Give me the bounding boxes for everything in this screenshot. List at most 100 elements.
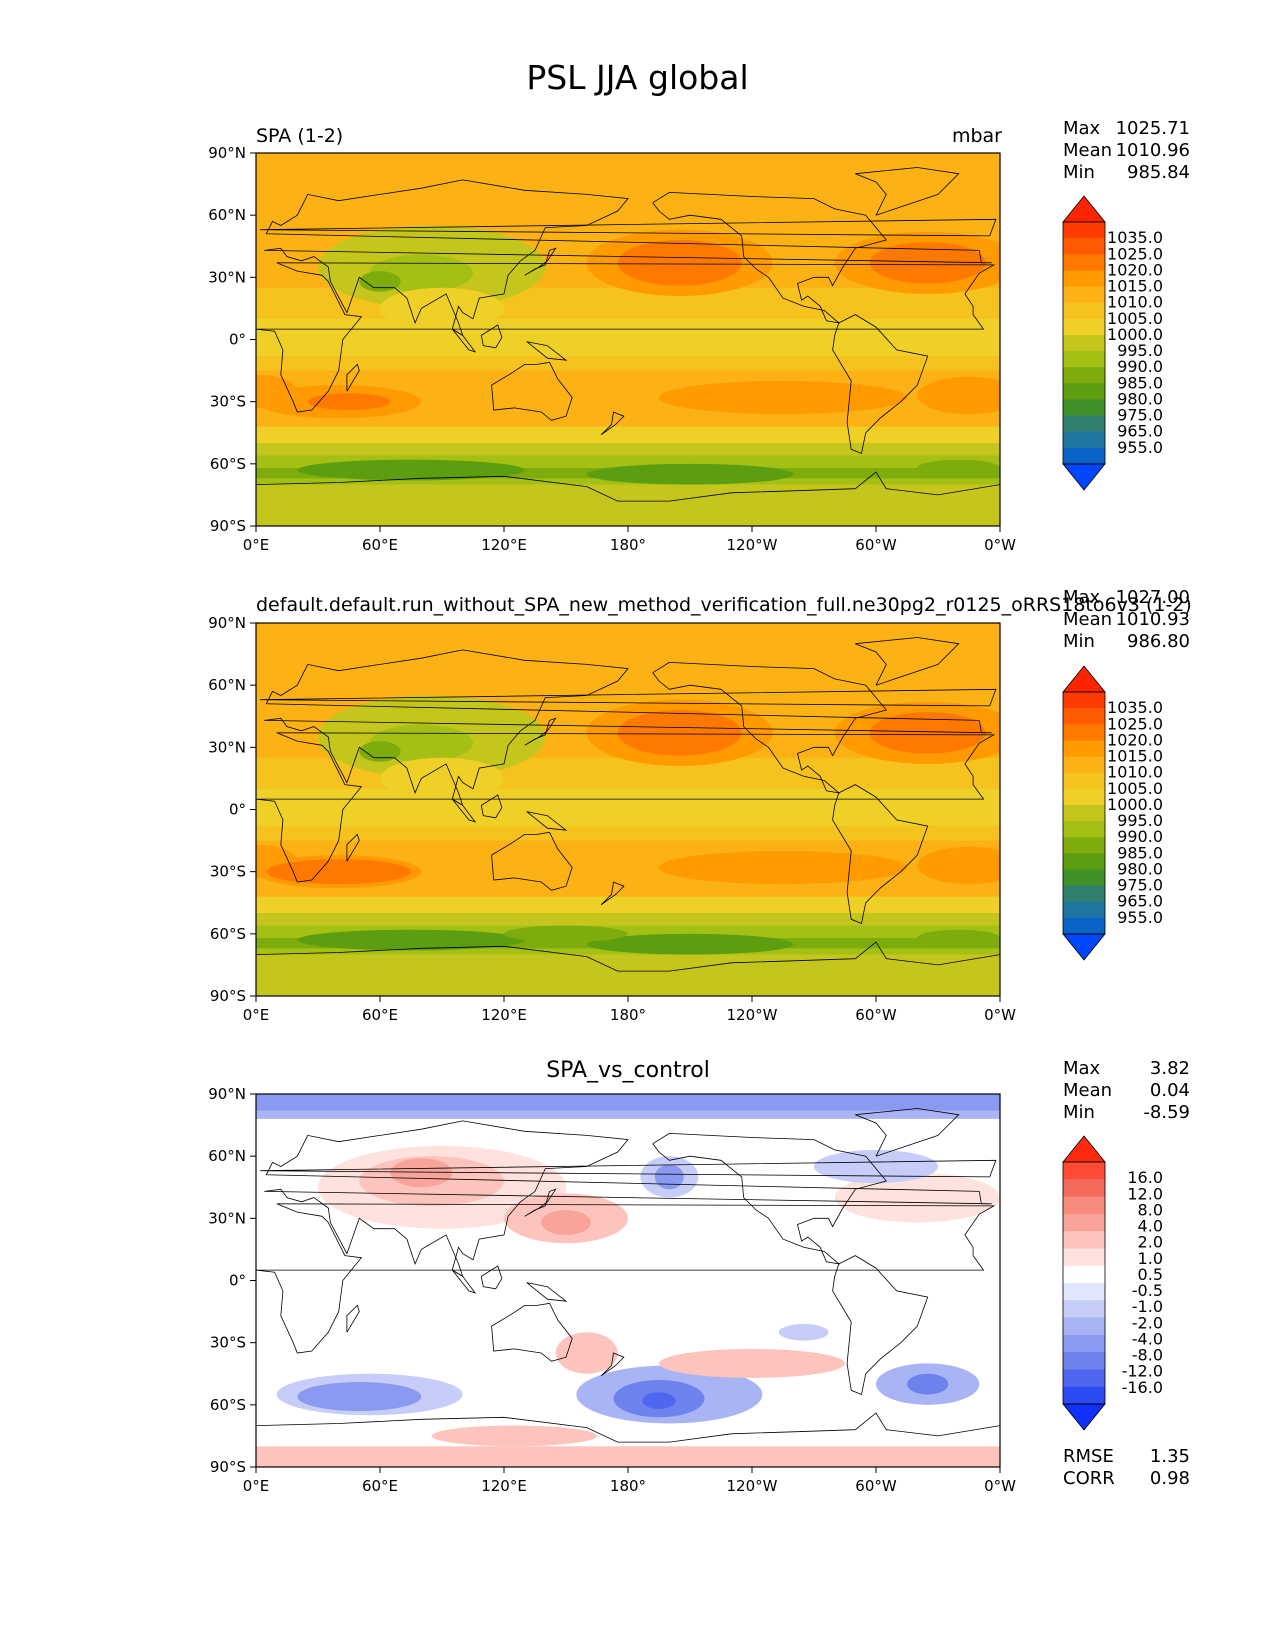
x-tick-label: 60°E (362, 536, 398, 554)
y-tick-label: 30°N (208, 1209, 246, 1227)
y-tick-label: 0° (229, 801, 246, 819)
diff-tasman-pos (555, 1332, 618, 1374)
panel3-map: 0°E 60°E 120°E 180° 120°W 60°W 0°W 90°N 60°N 30°N… (208, 1085, 1016, 1495)
coastline-8 (451, 798, 477, 823)
field-so-low-4 (504, 925, 628, 943)
colorbar-tick-label: 4.0 (1138, 1217, 1163, 1236)
colorbar-segment (1063, 1317, 1105, 1336)
colorbar-tick-label: 990.0 (1117, 827, 1163, 846)
x-tick-label: 0°W (984, 1006, 1016, 1024)
coastline-9 (526, 341, 568, 361)
colorbar-tick-label: 12.0 (1127, 1184, 1163, 1203)
coastline-4 (491, 361, 573, 421)
panel3-mean-value: 0.04 (1149, 1080, 1190, 1101)
diff-npac-neg-core (654, 1164, 684, 1190)
colorbar-segment (1063, 222, 1105, 239)
field-arctic (256, 623, 1000, 682)
colorbar-segment (1063, 318, 1105, 336)
y-tick-label: 60°N (208, 676, 246, 694)
colorbar-frame (1062, 221, 1106, 465)
y-tick-label: 60°N (208, 206, 246, 224)
x-tick-label: 0°W (984, 536, 1016, 554)
panel2-mean-value: 1010.93 (1115, 609, 1190, 630)
diff-sepac-neg (778, 1324, 829, 1341)
diff-arctic-core (256, 1094, 1000, 1111)
coastline-1 (264, 649, 992, 807)
field-so-low-3 (917, 929, 1000, 947)
x-tick-label: 120°W (727, 536, 778, 554)
field-antarctica (256, 954, 1000, 996)
diff-so-neg-3-core (907, 1373, 949, 1395)
colorbar-tick-label: 1010.0 (1107, 293, 1163, 312)
field-satl-high (917, 376, 1000, 415)
coastline-11 (600, 881, 625, 906)
coastline-7 (480, 794, 503, 819)
colorbar-tick-label: 1000.0 (1107, 325, 1163, 344)
colorbar-tick-label: 1015.0 (1107, 747, 1163, 766)
colorbar-tick-label: 985.0 (1117, 843, 1163, 862)
colorbar-tick-label: 16.0 (1127, 1168, 1163, 1187)
coastline-7 (480, 324, 503, 349)
colorbar-tick-label: 8.0 (1138, 1200, 1163, 1219)
panel1-map: 0°E 60°E 120°E 180° 120°W 60°W 0°W 90°N 60°N 30°N… (208, 144, 1016, 554)
colorbar-segment (1063, 1265, 1105, 1284)
colorbar-tick-label: 1015.0 (1107, 277, 1163, 296)
colorbar-segment (1063, 821, 1105, 838)
coastline-11 (600, 1352, 625, 1377)
coastline-3 (832, 1255, 929, 1396)
diff-so-neg-1-core (297, 1382, 422, 1412)
coastline-12 (260, 688, 997, 707)
colorbar-segment (1063, 724, 1105, 741)
field-satl-high (917, 846, 1000, 885)
y-tick-label: 90°N (208, 1085, 246, 1103)
diff-so-neg-2-inner (642, 1392, 676, 1409)
colorbar-segment (1063, 901, 1105, 919)
x-tick-label: 60°W (855, 1006, 897, 1024)
y-tick-label: 30°N (208, 268, 246, 286)
panel1-units: mbar (951, 125, 1002, 147)
panel2-min-value: 986.80 (1127, 631, 1190, 652)
diff-natl-neg (814, 1149, 938, 1184)
panel2-max-label: Max (1063, 587, 1101, 608)
colorbar-tick-label: 965.0 (1117, 422, 1163, 441)
panel3-corr-label: CORR (1063, 1468, 1115, 1489)
colorbar-tick-label: 1010.0 (1107, 763, 1163, 782)
coastline-11 (600, 411, 625, 436)
coastline-7 (480, 1265, 503, 1290)
field-antarctica (256, 484, 1000, 526)
panel1-mean-label: Mean (1063, 140, 1113, 161)
coastline-13 (346, 1304, 360, 1333)
colorbar-tick-label: 995.0 (1117, 341, 1163, 360)
panel3-rmse-label: RMSE (1063, 1446, 1114, 1467)
colorbar-extend-bottom (1062, 463, 1106, 491)
colorbar-segment (1063, 788, 1105, 806)
colorbar-tick-label: -1.0 (1132, 1297, 1163, 1316)
x-tick-label: 180° (610, 1477, 646, 1495)
colorbar-tick-label: 975.0 (1117, 876, 1163, 895)
colorbar-tick-label: 980.0 (1117, 859, 1163, 878)
x-tick-label: 180° (610, 536, 646, 554)
panel3-rmse-value: 1.35 (1149, 1446, 1190, 1467)
coastline-12 (260, 1159, 997, 1178)
colorbar-segment (1063, 447, 1105, 465)
colorbar-segment (1063, 853, 1105, 870)
colorbar-extend-top (1062, 665, 1106, 693)
coastline-4 (491, 831, 573, 891)
coastline-3 (832, 784, 929, 925)
colorbar-tick-label: -8.0 (1132, 1346, 1163, 1365)
coastline-10 (524, 717, 557, 746)
colorbar-segment (1063, 708, 1105, 725)
y-tick-label: 60°N (208, 1147, 246, 1165)
diff-antarctic (256, 1446, 1000, 1467)
x-tick-label: 0°E (243, 536, 270, 554)
colorbar-extend-bottom (1062, 1403, 1106, 1431)
coastline-1 (264, 1120, 992, 1278)
colorbar-segment (1063, 772, 1105, 790)
panel3-max-label: Max (1063, 1058, 1101, 1079)
colorbar-segment (1063, 367, 1105, 384)
colorbar-segment (1063, 885, 1105, 903)
colorbar-segment (1063, 254, 1105, 271)
y-tick-label: 0° (229, 1272, 246, 1290)
y-tick-label: 60°S (210, 1396, 246, 1414)
map-field (256, 1094, 1000, 1467)
